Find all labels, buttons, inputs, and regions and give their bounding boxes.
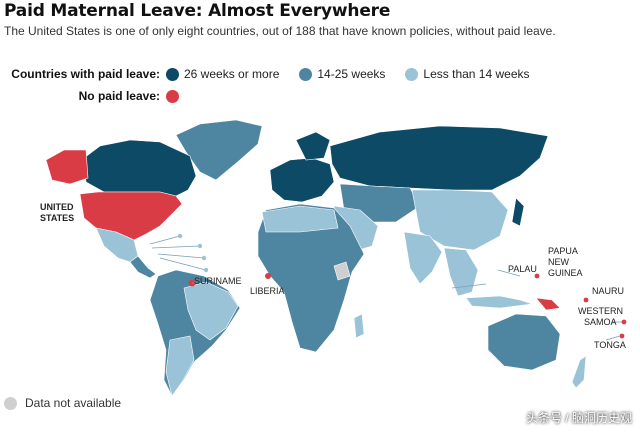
indonesia-shape xyxy=(465,295,533,309)
north-africa-shape xyxy=(261,205,339,233)
caribbean-leader-3 xyxy=(157,253,205,259)
tonga-marker xyxy=(619,333,625,339)
not-available-swatch xyxy=(4,396,17,410)
caribbean-dot-1 xyxy=(177,233,183,239)
label-liberia: LIBERIA xyxy=(250,286,285,296)
greenland-shape xyxy=(175,119,263,181)
southeast-asia-shape xyxy=(443,247,479,297)
legend-swatch-under-14-weeks xyxy=(405,67,419,81)
not-available-region-shape xyxy=(333,261,351,281)
nauru-marker xyxy=(583,297,589,303)
palau-marker xyxy=(534,273,540,279)
not-available-legend: Data not available xyxy=(4,396,121,410)
caribbean-leader-4 xyxy=(159,257,207,271)
brazil-shape xyxy=(183,281,239,341)
not-available-text: Data not available xyxy=(25,396,122,410)
india-shape xyxy=(403,231,443,285)
caribbean-dot-2 xyxy=(197,243,203,249)
western-samoa-marker xyxy=(621,319,627,325)
legend-unpaid-label: No paid leave: xyxy=(78,89,160,103)
japan-shape xyxy=(511,197,525,227)
united-states-shape xyxy=(79,191,183,241)
label-nauru: NAURU xyxy=(592,286,624,296)
legend-swatch-26-weeks xyxy=(166,67,179,81)
australia-shape xyxy=(487,313,561,371)
map-subtitle: The United States is one of only eight c… xyxy=(4,24,556,38)
legend-swatch-no-paid-leave xyxy=(166,89,179,103)
label-palau: PALAU xyxy=(508,264,537,274)
label-tonga: TONGA xyxy=(594,340,626,350)
label-samoa: SAMOA xyxy=(584,317,617,327)
caribbean-leader-1 xyxy=(149,235,181,245)
label-united: UNITED xyxy=(40,202,74,212)
madagascar-shape xyxy=(353,313,365,339)
world-map: UNITED STATES SURINAME LIBERIA PAPUA NEW… xyxy=(40,119,627,397)
label-new: NEW xyxy=(548,257,570,267)
map-title: Paid Maternal Leave: Almost Everywhere xyxy=(4,1,391,21)
new-zealand-shape xyxy=(571,355,587,389)
asia-leader-2 xyxy=(497,269,521,277)
legend-swatch-14-25-weeks xyxy=(299,67,313,81)
label-suriname: SURINAME xyxy=(194,276,242,286)
legend-paid-label: Countries with paid leave: xyxy=(11,67,160,81)
legend-paid: Countries with paid leave: 26 weeks or m… xyxy=(0,67,550,81)
label-papua: PAPUA xyxy=(548,246,578,256)
label-states: STATES xyxy=(40,213,74,223)
caribbean-leader-2 xyxy=(151,245,201,249)
russia-shape xyxy=(329,125,549,191)
tonga-leader xyxy=(605,335,621,341)
label-guinea: GUINEA xyxy=(548,268,583,278)
label-western: WESTERN xyxy=(578,306,623,316)
legend-text-14-25-weeks: 14-25 weeks xyxy=(317,67,386,81)
scandinavia-shape xyxy=(295,131,331,161)
legend-text-under-14-weeks: Less than 14 weeks xyxy=(423,67,530,81)
europe-shape xyxy=(269,157,335,203)
africa-shape xyxy=(257,203,365,353)
caribbean-dot-4 xyxy=(203,267,209,273)
asia-leader-1 xyxy=(451,283,487,289)
alaska-shape xyxy=(45,149,89,185)
papua-new-guinea-shape xyxy=(535,297,561,311)
argentina-shape xyxy=(165,335,195,397)
central-america-shape xyxy=(129,255,157,279)
liberia-shape xyxy=(265,273,271,279)
caribbean-dot-3 xyxy=(201,255,207,261)
legend-unpaid: No paid leave: xyxy=(0,89,184,103)
watermark-text: 头条号 / 脑洞历史观 xyxy=(525,411,632,425)
legend-text-26-weeks: 26 weeks or more xyxy=(184,67,280,81)
canada-shape xyxy=(83,139,197,197)
